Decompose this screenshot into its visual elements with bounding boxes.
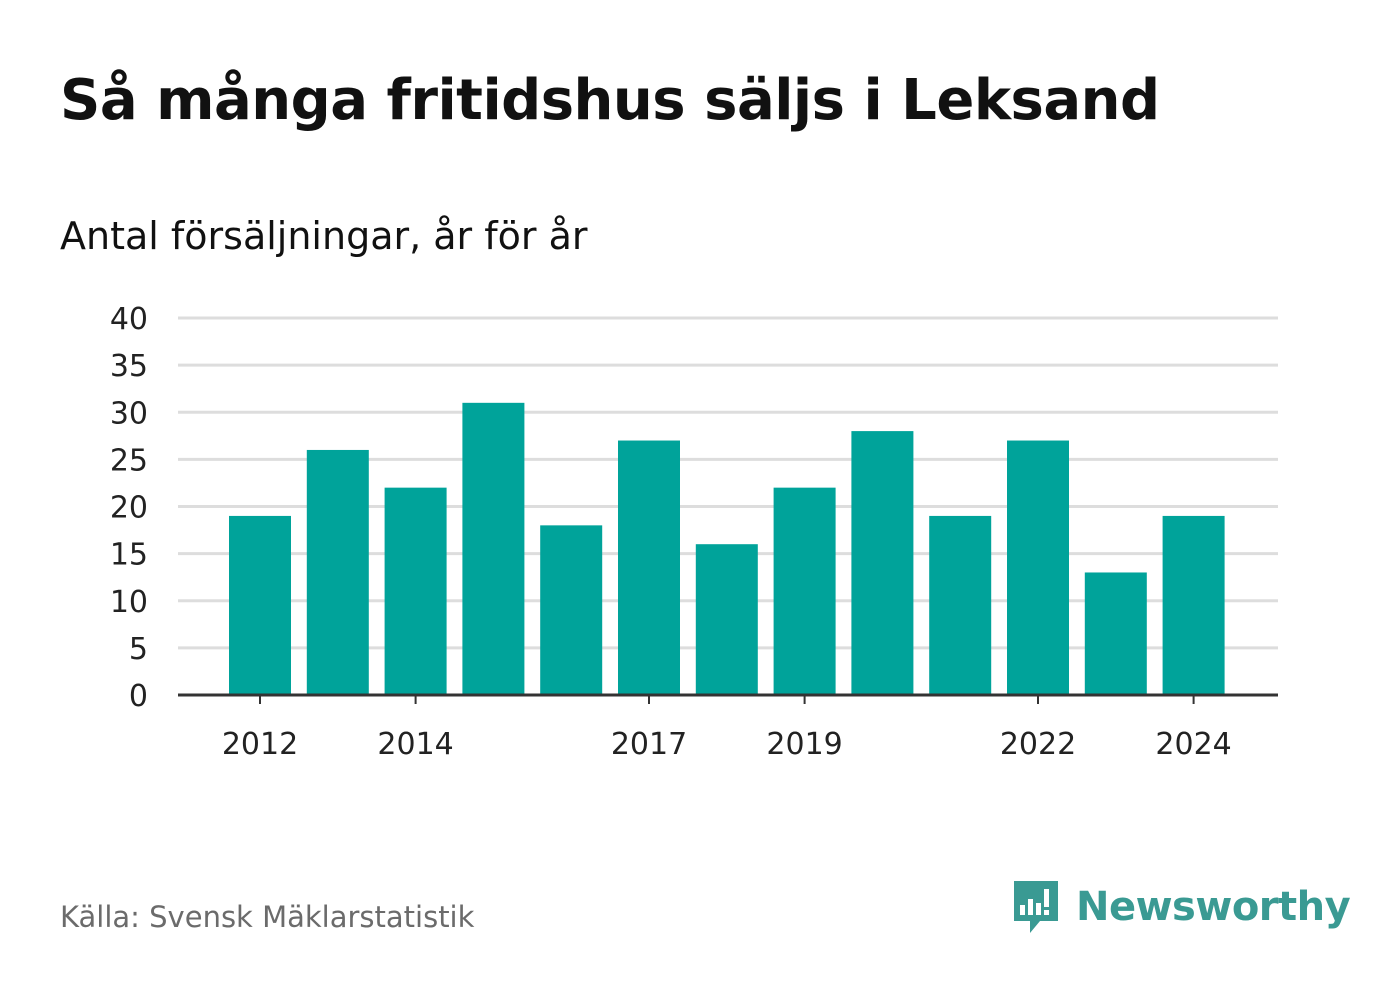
source-note: Källa: Svensk Mäklarstatistik [60,900,475,934]
bar-2018 [695,544,758,695]
bar-2020 [851,431,914,695]
x-tick-label: 2022 [1000,727,1076,762]
bar-2023 [1084,572,1147,695]
y-tick-label: 35 [110,349,148,384]
bar-2024 [1162,515,1225,695]
bar-2021 [929,515,992,695]
x-tick-label: 2012 [222,727,298,762]
bars [229,402,1225,695]
bar-2013 [306,449,369,695]
chart-title: Så många fritidshus säljs i Leksand [60,68,1160,133]
bar-2019 [773,487,836,695]
newsworthy-logo-icon [1014,881,1058,933]
y-tick-label: 15 [110,538,148,573]
bar-2015 [462,402,525,695]
chart-subtitle: Antal försäljningar, år för år [60,214,588,258]
bar-chart: 0 5 10 15 20 25 30 35 40 2012 2014 2017 2019 2022 202… [110,302,1278,762]
brand-name: Newsworthy [1076,884,1351,930]
bar-2016 [540,525,603,695]
y-tick-label: 40 [110,302,148,337]
y-tick-label: 0 [129,679,148,714]
y-tick-label: 25 [110,443,148,478]
x-axis-ticks: 2012 2014 2017 2019 2022 2024 [178,693,1278,762]
bar-2014 [384,487,447,695]
y-tick-label: 5 [129,632,148,667]
y-tick-label: 10 [110,585,148,620]
bar-2012 [229,515,291,695]
x-tick-label: 2014 [377,727,453,762]
bar-2022 [1007,440,1069,695]
y-tick-label: 30 [110,396,148,431]
bar-2017 [618,440,680,695]
x-tick-label: 2024 [1155,727,1231,762]
x-tick-label: 2019 [766,727,842,762]
y-tick-label: 20 [110,491,148,526]
x-tick-label: 2017 [611,727,687,762]
y-axis-ticks: 0 5 10 15 20 25 30 35 40 [110,302,148,714]
newsworthy-logo: Newsworthy [1010,877,1351,937]
